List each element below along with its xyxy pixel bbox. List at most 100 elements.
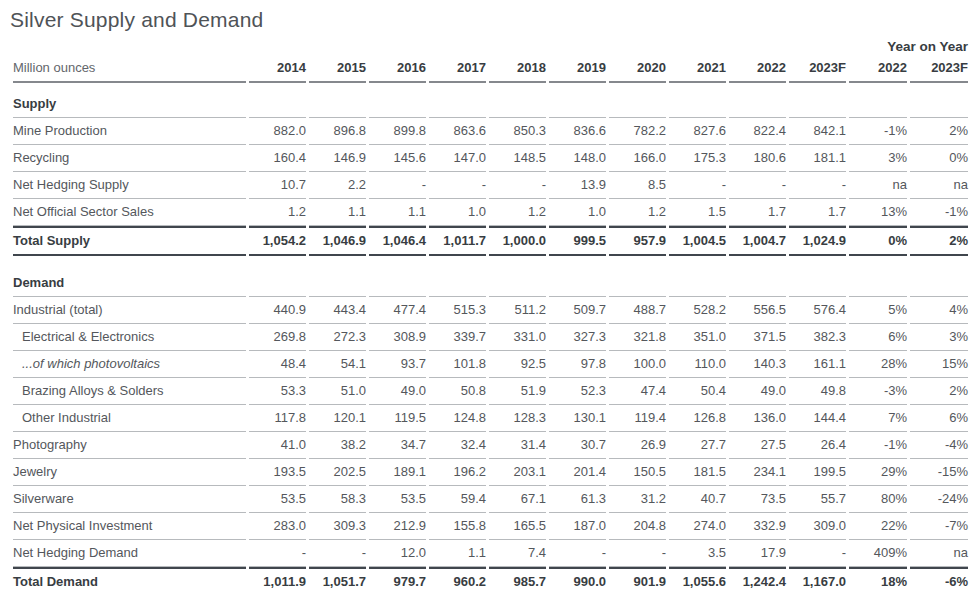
- value-cell: 1.1: [429, 540, 486, 567]
- value-cell: 528.2: [669, 297, 726, 324]
- value-cell: 49.0: [369, 378, 426, 405]
- value-cell: 53.5: [369, 486, 426, 513]
- yoy-value-cell: 5%: [849, 297, 907, 324]
- row-label: Total Supply: [13, 226, 246, 256]
- value-cell: 272.3: [309, 324, 366, 351]
- value-cell: -: [249, 540, 306, 567]
- value-cell: 339.7: [429, 324, 486, 351]
- value-cell: 49.8: [789, 378, 846, 405]
- section-spacer-cell: [549, 83, 606, 118]
- value-cell: -: [369, 172, 426, 199]
- section-spacer-cell: [729, 256, 786, 297]
- value-cell: 204.8: [609, 513, 666, 540]
- value-cell: -: [489, 172, 546, 199]
- value-cell: 140.3: [729, 351, 786, 378]
- value-cell: 1.7: [729, 199, 786, 226]
- row-label: Total Demand: [13, 567, 246, 590]
- value-cell: 38.2: [309, 432, 366, 459]
- section-spacer-cell: [369, 256, 426, 297]
- value-cell: 1,004.7: [729, 226, 786, 256]
- value-cell: 899.8: [369, 118, 426, 145]
- yoy-value-cell: 28%: [849, 351, 907, 378]
- section-spacer-cell: [369, 83, 426, 118]
- year-column-header: 2020: [609, 55, 666, 83]
- value-cell: 308.9: [369, 324, 426, 351]
- value-cell: 31.4: [489, 432, 546, 459]
- value-cell: -: [309, 540, 366, 567]
- value-cell: 1,011.9: [249, 567, 306, 590]
- value-cell: 896.8: [309, 118, 366, 145]
- value-cell: 196.2: [429, 459, 486, 486]
- row-label: ...of which photovoltaics: [13, 351, 246, 378]
- value-cell: 351.0: [669, 324, 726, 351]
- value-cell: 199.5: [789, 459, 846, 486]
- value-cell: 212.9: [369, 513, 426, 540]
- yoy-value-cell: 2%: [910, 118, 968, 145]
- table-row: ...of which photovoltaics48.454.193.7101…: [13, 351, 968, 378]
- value-cell: -: [429, 172, 486, 199]
- yoy-value-cell: 22%: [849, 513, 907, 540]
- value-cell: 32.4: [429, 432, 486, 459]
- year-column-header: 2023F: [789, 55, 846, 83]
- value-cell: 187.0: [549, 513, 606, 540]
- yoy-value-cell: 3%: [910, 324, 968, 351]
- value-cell: 269.8: [249, 324, 306, 351]
- value-cell: 52.3: [549, 378, 606, 405]
- table-row: Net Physical Investment283.0309.3212.915…: [13, 513, 968, 540]
- value-cell: 51.0: [309, 378, 366, 405]
- section-spacer-cell: [549, 256, 606, 297]
- value-cell: 41.0: [249, 432, 306, 459]
- value-cell: 327.3: [549, 324, 606, 351]
- value-cell: 827.6: [669, 118, 726, 145]
- yoy-column-header: 2023F: [910, 55, 968, 83]
- value-cell: 1.2: [489, 199, 546, 226]
- value-cell: 53.5: [249, 486, 306, 513]
- row-label: Recycling: [13, 145, 246, 172]
- value-cell: 100.0: [609, 351, 666, 378]
- value-cell: 160.4: [249, 145, 306, 172]
- value-cell: 47.4: [609, 378, 666, 405]
- value-cell: 863.6: [429, 118, 486, 145]
- value-cell: 148.0: [549, 145, 606, 172]
- value-cell: 120.1: [309, 405, 366, 432]
- section-header-row: Demand: [13, 256, 968, 297]
- value-cell: 181.5: [669, 459, 726, 486]
- year-column-header: 2019: [549, 55, 606, 83]
- value-cell: 979.7: [369, 567, 426, 590]
- value-cell: 1.2: [249, 199, 306, 226]
- section-spacer-cell: [910, 83, 968, 118]
- yoy-column-header: 2022: [849, 55, 907, 83]
- value-cell: 40.7: [669, 486, 726, 513]
- table-row: Recycling160.4146.9145.6147.0148.5148.01…: [13, 145, 968, 172]
- value-cell: 17.9: [729, 540, 786, 567]
- row-label: Net Hedging Demand: [13, 540, 246, 567]
- value-cell: 850.3: [489, 118, 546, 145]
- total-row: Total Demand1,011.91,051.7979.7960.2985.…: [13, 567, 968, 590]
- yoy-value-cell: na: [910, 172, 968, 199]
- table-row: Net Official Sector Sales1.21.11.11.01.2…: [13, 199, 968, 226]
- value-cell: 48.4: [249, 351, 306, 378]
- row-label: Silverware: [13, 486, 246, 513]
- value-cell: 145.6: [369, 145, 426, 172]
- section-spacer-cell: [729, 83, 786, 118]
- section-spacer-cell: [789, 256, 846, 297]
- yoy-value-cell: -1%: [849, 118, 907, 145]
- value-cell: 7.4: [489, 540, 546, 567]
- table-row: Net Hedging Supply10.72.2---13.98.5---na…: [13, 172, 968, 199]
- value-cell: 382.3: [789, 324, 846, 351]
- section-spacer-cell: [309, 83, 366, 118]
- value-cell: 119.5: [369, 405, 426, 432]
- yoy-value-cell: -24%: [910, 486, 968, 513]
- value-cell: 309.0: [789, 513, 846, 540]
- value-cell: -: [729, 172, 786, 199]
- value-cell: 13.9: [549, 172, 606, 199]
- value-cell: 148.5: [489, 145, 546, 172]
- value-cell: 371.5: [729, 324, 786, 351]
- value-cell: 1,024.9: [789, 226, 846, 256]
- value-cell: 1.1: [309, 199, 366, 226]
- value-cell: 1,046.4: [369, 226, 426, 256]
- value-cell: 101.8: [429, 351, 486, 378]
- value-cell: 3.5: [669, 540, 726, 567]
- value-cell: 61.3: [549, 486, 606, 513]
- value-cell: 842.1: [789, 118, 846, 145]
